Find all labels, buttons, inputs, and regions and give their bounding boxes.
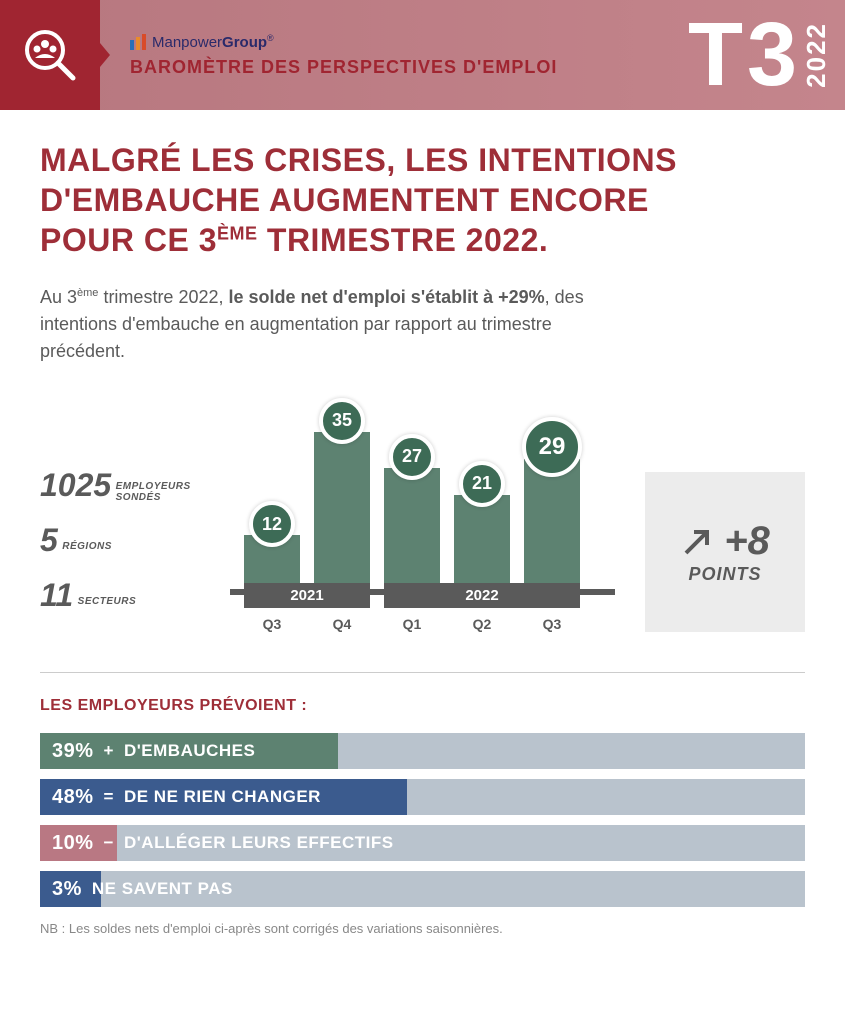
outlook-bar: 3% NE SAVENT PAS	[40, 871, 805, 907]
magnifier-people-icon	[0, 0, 100, 110]
outlook-bar: 39% + D'EMBAUCHES	[40, 733, 805, 769]
quarter-tick: Q4	[314, 616, 370, 632]
bar-chart: 12 35 27 21 29 2021 2022 Q3 Q4 Q1 Q2 Q3	[230, 395, 615, 632]
headline-line2: D'EMBAUCHE AUGMENTENT ENCORE	[40, 182, 649, 218]
stats-chart-row: 1025 EMPLOYEURSSONDÉS 5 RÉGIONS 11 SECTEUR…	[40, 395, 805, 632]
headline: MALGRÉ LES CRISES, LES INTENTIONS D'EMBA…	[40, 140, 805, 260]
chart-bar: 21	[454, 495, 510, 590]
delta-points-card: +8 POINTS	[645, 472, 805, 632]
brand-text: ManpowerGroup®	[152, 33, 274, 51]
quarter-number: 3	[747, 10, 797, 100]
delta-unit: POINTS	[688, 564, 761, 585]
headline-sup: ÈME	[217, 223, 258, 243]
year-label: 2021	[244, 583, 370, 608]
footnote: NB : Les soldes nets d'emploi ci-après s…	[40, 921, 805, 936]
outlook-bar-fill: 10% − D'ALLÉGER LEURS EFFECTIFS	[40, 825, 117, 861]
chart-bar: 35	[314, 432, 370, 590]
survey-stats: 1025 EMPLOYEURSSONDÉS 5 RÉGIONS 11 SECTEUR…	[40, 467, 200, 632]
subtext: Au 3ème trimestre 2022, le solde net d'e…	[40, 284, 600, 365]
outlook-bars: 39% + D'EMBAUCHES 48% = DE NE RIEN CHANGE…	[40, 733, 805, 907]
headline-line1: MALGRÉ LES CRISES, LES INTENTIONS	[40, 142, 677, 178]
arrow-up-right-icon	[680, 525, 714, 559]
outlook-bar: 10% − D'ALLÉGER LEURS EFFECTIFS	[40, 825, 805, 861]
outlook-bar-fill: 3% NE SAVENT PAS	[40, 871, 101, 907]
quarter-tick: Q3	[524, 616, 580, 632]
quarter-tick: Q2	[454, 616, 510, 632]
quarter-letter: T	[688, 10, 743, 100]
chart-bar: 29	[524, 459, 580, 590]
section-divider	[40, 672, 805, 673]
outlook-bar-fill: 48% = DE NE RIEN CHANGER	[40, 779, 407, 815]
stat-item: 5 RÉGIONS	[40, 522, 200, 559]
header-center: ManpowerGroup® BAROMÈTRE DES PERSPECTIVE…	[100, 0, 675, 110]
headline-line3-post: TRIMESTRE 2022.	[258, 222, 549, 258]
chart-bar: 27	[384, 468, 440, 590]
logo-bars-icon	[130, 34, 146, 50]
stat-item: 1025 EMPLOYEURSSONDÉS	[40, 467, 200, 504]
header-title: BAROMÈTRE DES PERSPECTIVES D'EMPLOI	[130, 57, 675, 78]
quarter-indicator: T 3 2022	[675, 0, 845, 110]
quarter-tick: Q1	[384, 616, 440, 632]
headline-line3-pre: POUR CE 3	[40, 222, 217, 258]
delta-value: +8	[724, 519, 770, 564]
stat-item: 11 SECTEURS	[40, 577, 200, 614]
outlook-bar-fill: 39% + D'EMBAUCHES	[40, 733, 338, 769]
quarter-year: 2022	[801, 22, 832, 88]
brand-logo: ManpowerGroup®	[130, 33, 675, 51]
main-content: MALGRÉ LES CRISES, LES INTENTIONS D'EMBA…	[0, 110, 845, 956]
year-label: 2022	[384, 583, 580, 608]
chart-bar: 12	[244, 535, 300, 589]
outlook-title: LES EMPLOYEURS PRÉVOIENT :	[40, 697, 805, 715]
outlook-bar: 48% = DE NE RIEN CHANGER	[40, 779, 805, 815]
quarter-tick: Q3	[244, 616, 300, 632]
header-banner: ManpowerGroup® BAROMÈTRE DES PERSPECTIVE…	[0, 0, 845, 110]
